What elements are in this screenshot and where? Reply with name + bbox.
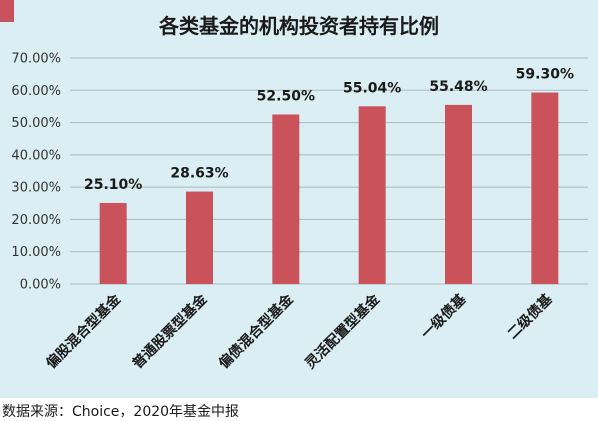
bar xyxy=(272,114,300,284)
category-label: 一级债基 xyxy=(418,290,470,342)
y-tick-label: 0.00% xyxy=(20,278,61,293)
data-label: 55.04% xyxy=(343,80,401,96)
y-tick-label: 50.00% xyxy=(11,116,61,131)
bar xyxy=(445,104,472,284)
category-label: 二级债基 xyxy=(504,290,556,342)
source-note: 数据来源：Choice，2020年基金中报 xyxy=(2,404,240,420)
corner-accent xyxy=(0,0,14,22)
y-tick-label: 60.00% xyxy=(11,84,61,99)
data-label: 52.50% xyxy=(257,89,315,105)
data-label: 59.30% xyxy=(516,67,574,83)
bar xyxy=(358,106,386,284)
y-tick-label: 10.00% xyxy=(11,245,61,260)
chart-panel: 各类基金的机构投资者持有比例 0.00% 10.00% 20.00% 30.00% 40… xyxy=(0,0,598,398)
chart-title: 各类基金的机构投资者持有比例 xyxy=(159,14,439,38)
y-tick-label: 30.00% xyxy=(11,181,61,196)
bar-chart: 0.00% 10.00% 20.00% 30.00% 40.00% 50.00% 60.00… xyxy=(11,52,588,372)
y-tick-label: 20.00% xyxy=(11,213,61,228)
bars xyxy=(99,92,559,284)
y-axis-ticks: 0.00% 10.00% 20.00% 30.00% 40.00% 50.00% 60.00… xyxy=(11,52,61,293)
data-labels: 25.10% 28.63% 52.50% 55.04% 55.48% 59.30% xyxy=(84,67,574,193)
category-label: 普通股票型基金 xyxy=(129,290,211,372)
category-label: 偏债混合型基金 xyxy=(215,290,297,372)
category-labels: 偏股混合型基金 普通股票型基金 偏债混合型基金 灵活配置型基金 一级债基 二级债基 xyxy=(43,290,557,372)
data-label: 25.10% xyxy=(84,177,142,193)
bar xyxy=(186,191,213,284)
y-tick-label: 40.00% xyxy=(11,148,61,163)
data-label: 28.63% xyxy=(170,166,228,182)
category-label: 偏股混合型基金 xyxy=(43,290,125,372)
bar xyxy=(531,92,559,284)
data-label: 55.48% xyxy=(429,79,487,95)
y-tick-label: 70.00% xyxy=(11,52,61,67)
category-label: 灵活配置型基金 xyxy=(302,290,384,372)
bar xyxy=(99,202,127,284)
gridlines xyxy=(70,57,588,285)
